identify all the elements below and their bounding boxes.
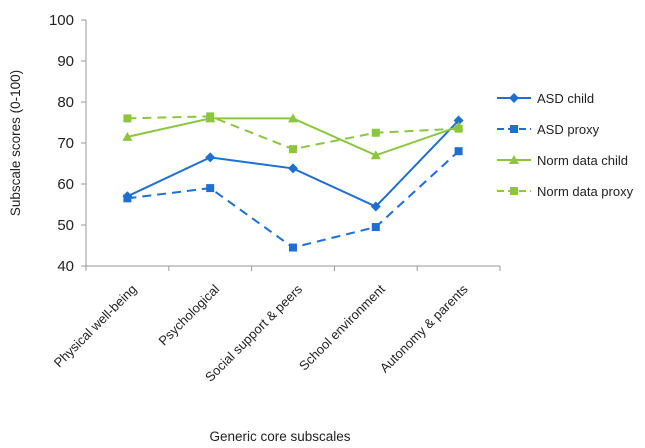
legend-item: ASD proxy bbox=[497, 122, 600, 137]
data-point bbox=[205, 152, 216, 163]
data-point bbox=[453, 115, 464, 126]
legend-marker bbox=[509, 155, 519, 164]
y-axis-ticks: 40 50 60 70 80 90 100 bbox=[49, 12, 86, 275]
series-asd-child bbox=[122, 115, 464, 212]
x-tick-label: Autonomy & parents bbox=[377, 281, 471, 375]
data-point bbox=[370, 201, 381, 212]
y-tick-label: 90 bbox=[57, 53, 74, 70]
data-point bbox=[288, 113, 298, 123]
x-tick-label: Psychological bbox=[155, 281, 222, 348]
y-tick-label: 100 bbox=[49, 12, 74, 29]
y-tick-label: 40 bbox=[57, 258, 74, 275]
data-point bbox=[206, 184, 215, 193]
x-axis-title: Generic core subscales bbox=[209, 429, 350, 444]
legend-label: Norm data proxy bbox=[537, 184, 634, 199]
data-point bbox=[370, 150, 381, 160]
series-norm-data-proxy bbox=[123, 112, 463, 154]
series-asd-proxy bbox=[123, 147, 463, 252]
y-tick-label: 60 bbox=[57, 176, 74, 193]
data-point bbox=[289, 145, 297, 154]
legend: ASD child ASD proxy Norm data child Norm da… bbox=[497, 91, 634, 199]
legend-label: ASD child bbox=[537, 91, 594, 106]
data-point bbox=[123, 194, 132, 203]
data-point bbox=[206, 112, 215, 121]
legend-item: Norm data proxy bbox=[497, 184, 634, 199]
legend-label: ASD proxy bbox=[537, 122, 600, 137]
y-tick-label: 80 bbox=[57, 94, 74, 111]
data-point bbox=[454, 124, 463, 133]
legend-label: Norm data child bbox=[537, 153, 628, 168]
data-point bbox=[123, 114, 132, 123]
y-tick-label: 70 bbox=[57, 135, 74, 152]
legend-marker bbox=[510, 187, 518, 195]
legend-item: Norm data child bbox=[497, 153, 628, 168]
y-tick-label: 50 bbox=[57, 217, 74, 234]
y-axis-title: Subscale scores (0-100) bbox=[8, 70, 23, 216]
data-point bbox=[454, 147, 463, 156]
data-point bbox=[371, 223, 380, 232]
x-tick-label: Physical well-being bbox=[51, 282, 140, 371]
data-point bbox=[289, 243, 297, 252]
data-point bbox=[288, 163, 298, 174]
data-point bbox=[371, 128, 380, 137]
legend-marker bbox=[509, 93, 519, 103]
legend-marker bbox=[510, 125, 518, 133]
series-layer bbox=[122, 112, 464, 252]
legend-item: ASD child bbox=[497, 91, 594, 106]
x-tick-label: School environment bbox=[296, 281, 388, 373]
data-point bbox=[122, 131, 133, 141]
